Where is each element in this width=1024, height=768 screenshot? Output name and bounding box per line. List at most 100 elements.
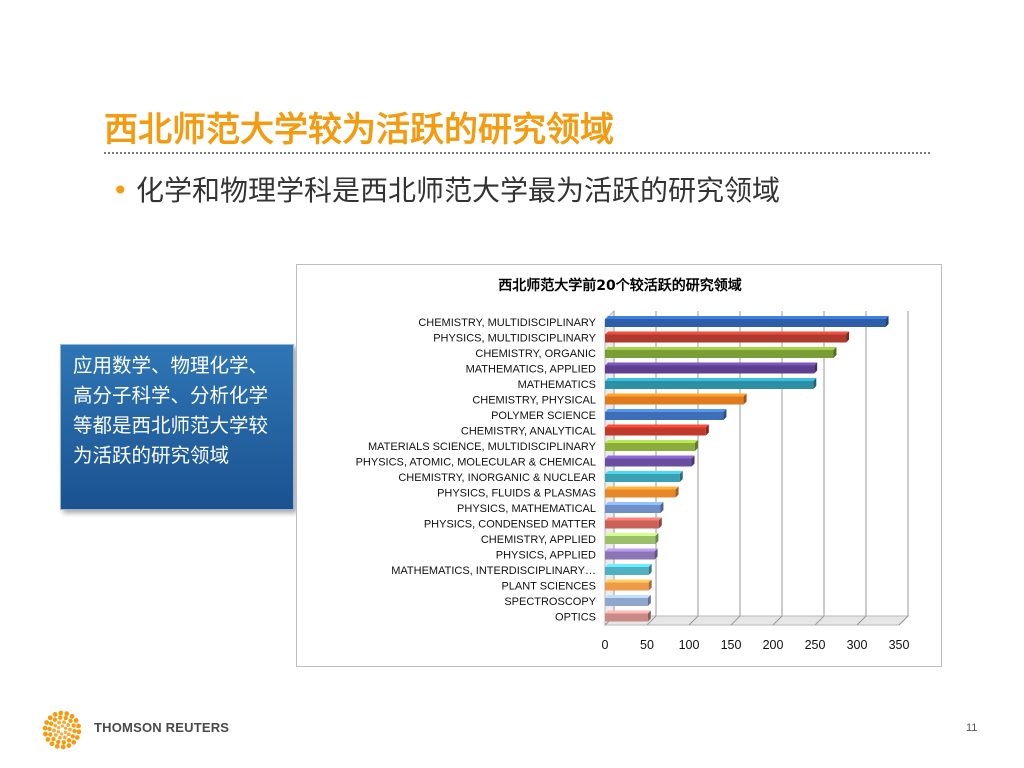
logo-dot	[57, 715, 63, 720]
logo-dot	[66, 743, 72, 748]
slide-title: 西北师范大学较为活跃的研究领域	[104, 110, 614, 150]
chart-side-wall	[604, 309, 615, 627]
category-label: CHEMISTRY, APPLIED	[481, 534, 596, 546]
bullet-point: • 化学和物理学科是西北师范大学最为活跃的研究领域	[112, 172, 902, 210]
logo-dot	[66, 723, 71, 727]
bar	[605, 362, 818, 374]
logo-dot	[64, 726, 68, 730]
logo-dot	[73, 718, 79, 723]
logo-dot	[70, 734, 75, 739]
gridline-floor	[646, 615, 657, 626]
logo-dot	[71, 723, 76, 728]
logo-dot	[52, 712, 58, 717]
category-label: PHYSICS, FLUIDS & PLASMAS	[437, 488, 596, 500]
gridline-floor	[814, 615, 825, 626]
bar	[605, 316, 889, 327]
gridline-floor	[898, 615, 909, 626]
bar	[605, 378, 817, 389]
thomson-reuters-logo-icon	[40, 708, 84, 756]
logo-dot	[48, 732, 53, 737]
bar	[605, 331, 850, 343]
logo-dot	[66, 732, 71, 737]
category-label: SPECTROSCOPY	[504, 596, 596, 608]
category-label: PHYSICS, APPLIED	[496, 550, 596, 562]
gridline-floor	[856, 615, 867, 626]
page-number: 11	[966, 722, 978, 734]
bar	[605, 548, 658, 560]
bar	[605, 610, 651, 622]
bar	[605, 424, 709, 436]
bar	[605, 347, 837, 358]
logo-dot	[52, 728, 56, 733]
category-label: PHYSICS, CONDENSED MATTER	[424, 519, 596, 531]
gridline-floor	[772, 615, 783, 626]
x-tick-label: 200	[763, 638, 784, 652]
logo-dot	[54, 743, 60, 749]
bar	[605, 471, 683, 482]
logo-dot	[56, 730, 60, 734]
logo-dot	[47, 726, 52, 732]
footer-brand: THOMSON REUTERS	[94, 720, 230, 735]
logo-dot	[60, 724, 64, 728]
category-label: CHEMISTRY, PHYSICAL	[472, 395, 596, 407]
category-label: CHEMISTRY, INORGANIC & NUCLEAR	[398, 472, 596, 484]
chart-title: 西北师范大学前20个较活跃的研究领域	[498, 277, 741, 294]
logo-dot	[58, 710, 64, 716]
logo-dot	[43, 731, 48, 737]
logo-dot	[58, 735, 62, 740]
gridline-floor	[688, 615, 699, 626]
x-tick-label: 0	[602, 638, 609, 652]
logo-dot	[60, 744, 66, 750]
x-tick-label: 300	[847, 638, 868, 652]
x-tick-label: 150	[721, 638, 742, 652]
bullet-dot-icon: •	[112, 174, 129, 207]
chart-frame: 西北师范大学前20个较活跃的研究领域 0 50 100 150 200 250 300 350…	[296, 264, 942, 667]
logo-dot	[49, 721, 54, 726]
logo-dot	[60, 732, 64, 736]
logo-dot	[52, 717, 58, 722]
logo-dot	[51, 736, 56, 742]
category-label: MATHEMATICS	[518, 379, 596, 391]
logo-dot	[63, 730, 67, 734]
bar	[605, 409, 727, 420]
bar	[605, 502, 664, 513]
title-divider	[104, 152, 930, 154]
bar	[605, 533, 659, 544]
logo-dot	[66, 738, 72, 743]
bar	[605, 455, 695, 467]
logo-dot	[68, 727, 72, 732]
logo-dot	[49, 741, 55, 747]
bar	[605, 393, 747, 405]
category-label: POLYMER SCIENCE	[491, 410, 596, 422]
category-label: PLANT SCIENCES	[501, 581, 596, 593]
logo-dot	[63, 715, 68, 721]
x-tick-label: 50	[640, 638, 654, 652]
x-tick-label: 100	[679, 638, 700, 652]
category-label: PHYSICS, MULTIDISCIPLINARY	[433, 333, 596, 345]
logo-dot	[68, 718, 73, 724]
logo-dot	[56, 739, 61, 745]
category-label: OPTICS	[555, 612, 596, 624]
logo-dot	[76, 729, 82, 735]
category-label: CHEMISTRY, ANALYTICAL	[461, 426, 596, 438]
logo-dot	[64, 711, 70, 717]
bar-chart: 西北师范大学前20个较活跃的研究领域 0 50 100 150 200 250 300 350…	[356, 277, 910, 652]
category-label: PHYSICS, MATHEMATICAL	[457, 503, 596, 515]
gridline-floor	[730, 615, 741, 626]
category-label: MATHEMATICS, APPLIED	[466, 364, 596, 376]
logo-dot	[62, 720, 66, 725]
logo-dot	[62, 735, 67, 740]
logo-dot	[76, 723, 81, 729]
bar	[605, 486, 679, 498]
logo-dot	[53, 733, 58, 737]
logo-dot	[74, 735, 80, 740]
category-label: CHEMISTRY, ORGANIC	[475, 348, 596, 360]
logo-dot	[61, 740, 67, 745]
bar	[605, 564, 652, 575]
logo-dot	[72, 728, 77, 734]
logo-dot	[42, 725, 48, 731]
x-tick-label: 250	[805, 638, 826, 652]
logo-dot	[53, 723, 58, 728]
logo-dot	[71, 739, 77, 745]
bar	[605, 440, 698, 451]
